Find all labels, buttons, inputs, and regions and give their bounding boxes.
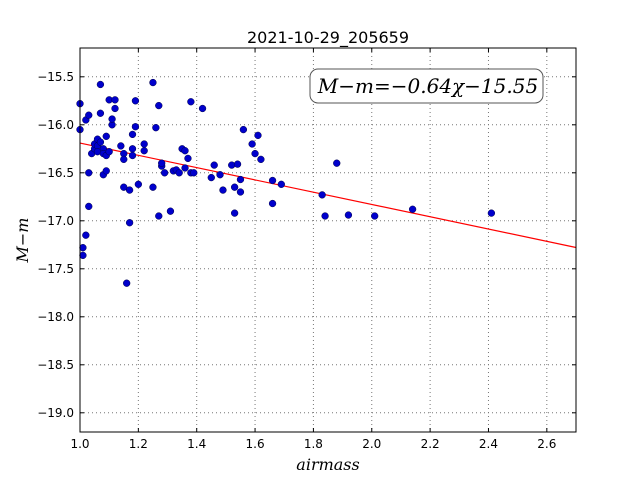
data-point <box>120 155 128 164</box>
data-point <box>128 145 137 153</box>
y-tick-label: −17.0 <box>37 214 74 228</box>
data-point <box>184 154 192 163</box>
data-point <box>85 111 93 119</box>
fit-annotation: M−m=−0.64χ−15.55 <box>309 68 544 104</box>
y-tick-label: −15.5 <box>37 70 74 84</box>
data-point <box>371 212 379 220</box>
data-point <box>166 207 175 215</box>
data-point <box>128 151 137 160</box>
x-tick-label: 1.0 <box>70 437 89 451</box>
y-axis-label: M−m <box>13 218 32 264</box>
data-point <box>181 164 189 172</box>
data-point <box>102 132 110 140</box>
x-tick-label: 1.4 <box>187 437 206 451</box>
data-point <box>85 202 93 211</box>
data-point <box>268 176 277 185</box>
data-point <box>120 183 128 191</box>
y-tick-label: −16.5 <box>37 166 74 180</box>
data-point <box>102 167 110 175</box>
data-point <box>321 212 329 220</box>
data-point <box>236 175 245 184</box>
data-point <box>254 131 262 140</box>
data-point <box>175 169 183 177</box>
data-points <box>76 78 496 287</box>
y-tick-label: −16.0 <box>37 118 74 132</box>
data-point <box>105 148 113 156</box>
y-ticks: −15.5 −16.0 −16.5 −17.0 −17.5 −18.0 −18.5 −19.0 <box>37 70 576 420</box>
data-point <box>230 209 239 217</box>
data-point <box>85 169 93 177</box>
data-point <box>210 161 218 169</box>
data-point <box>149 78 157 87</box>
data-point <box>79 251 87 260</box>
x-tick-label: 2.0 <box>362 437 381 451</box>
annotation-box <box>309 68 544 104</box>
data-point <box>190 169 198 177</box>
y-tick-label: −19.0 <box>37 406 74 420</box>
x-tick-label: 2.6 <box>537 437 556 451</box>
data-point <box>125 186 134 194</box>
data-point <box>155 101 163 110</box>
plot-frame <box>79 47 577 433</box>
y-tick-label: −18.5 <box>37 358 74 372</box>
x-tick-label: 1.2 <box>129 437 148 451</box>
x-axis-label: airmass <box>296 455 359 474</box>
data-point <box>198 104 207 113</box>
x-ticks: 1.0 1.2 1.4 1.6 1.8 2.0 2.2 2.4 2.6 <box>70 48 556 451</box>
data-point <box>181 147 189 155</box>
data-point <box>131 97 140 105</box>
data-point <box>117 142 125 150</box>
data-point <box>125 219 134 227</box>
x-tick-label: 2.2 <box>421 437 440 451</box>
chart-title: 2021-10-29_205659 <box>247 28 409 48</box>
data-point <box>155 212 163 220</box>
data-point <box>251 149 259 158</box>
annotation-text: M−m=−0.64χ−15.55 <box>317 74 538 98</box>
data-point <box>268 199 277 208</box>
data-point <box>96 80 105 89</box>
data-point <box>123 279 131 287</box>
data-point <box>128 130 137 139</box>
data-point <box>230 183 239 191</box>
data-point <box>79 244 87 252</box>
data-point <box>82 231 90 239</box>
data-point <box>108 115 116 123</box>
x-tick-label: 2.4 <box>479 437 498 451</box>
x-tick-label: 1.6 <box>246 437 265 451</box>
data-point <box>236 188 245 196</box>
data-point <box>257 155 265 164</box>
data-point <box>408 205 417 213</box>
data-point <box>134 180 143 188</box>
grid <box>79 48 576 432</box>
data-point <box>187 98 195 106</box>
data-point <box>158 159 166 167</box>
data-point <box>333 159 341 167</box>
y-tick-label: −18.0 <box>37 310 74 324</box>
data-point <box>96 138 105 146</box>
data-point <box>140 147 148 155</box>
data-point <box>233 160 242 168</box>
data-point <box>344 211 353 219</box>
data-point <box>487 209 496 217</box>
data-point <box>277 180 285 188</box>
y-tick-label: −17.5 <box>37 262 74 276</box>
data-point <box>111 96 119 104</box>
x-tick-label: 1.8 <box>304 437 323 451</box>
data-point <box>219 186 227 194</box>
data-point <box>216 171 224 179</box>
data-point <box>160 169 169 177</box>
data-point <box>96 109 105 117</box>
data-point <box>318 191 326 199</box>
data-point <box>131 123 140 131</box>
data-point <box>149 183 157 191</box>
data-point <box>248 140 256 148</box>
data-point <box>140 140 148 148</box>
data-point <box>207 173 215 182</box>
data-point <box>152 124 160 132</box>
data-point <box>111 104 119 113</box>
data-point <box>239 125 248 134</box>
